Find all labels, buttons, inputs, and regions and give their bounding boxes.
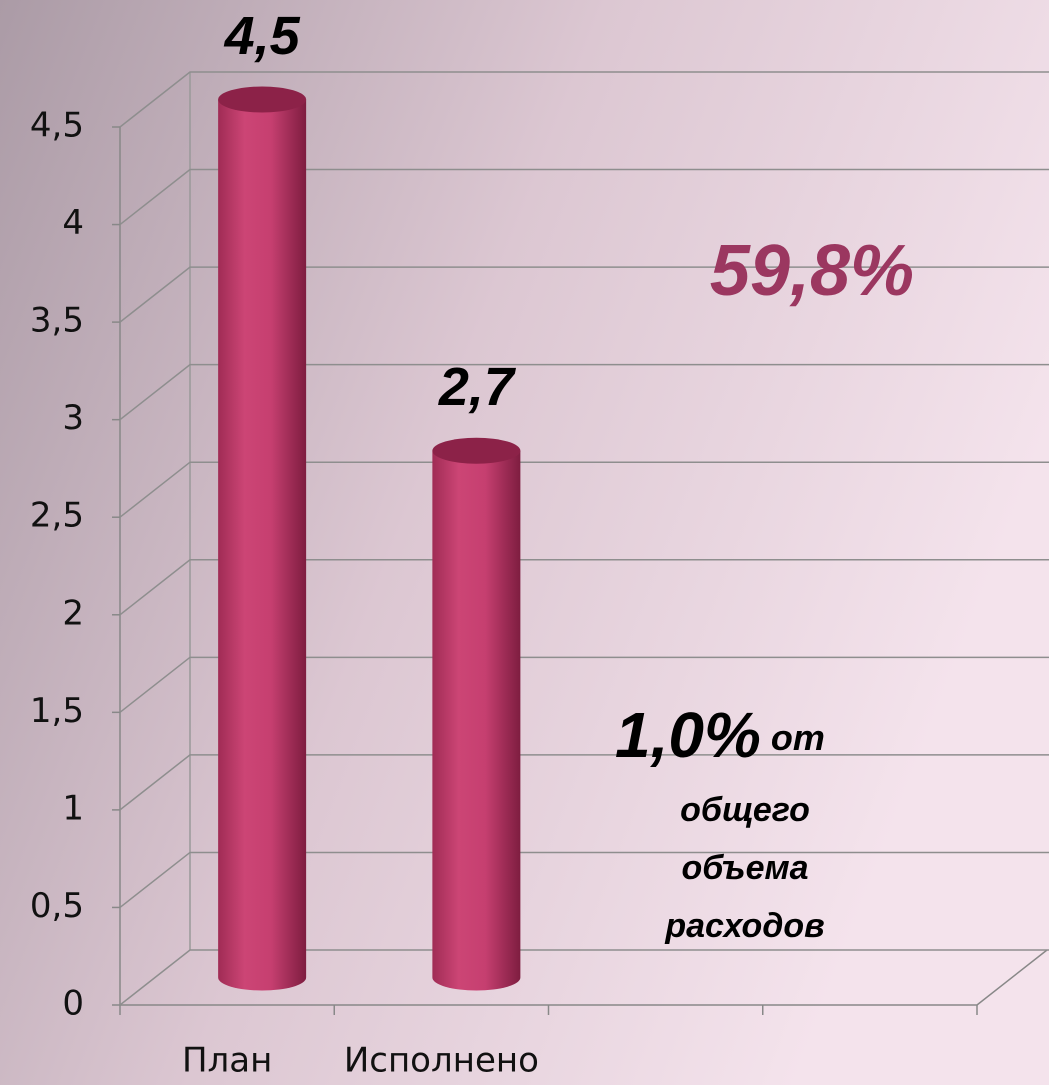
bar — [218, 86, 307, 991]
x-tick-label: Исполнено — [344, 1041, 539, 1081]
y-tick-label: 2,5 — [30, 496, 84, 536]
y-tick-label: 3 — [62, 398, 84, 438]
y-tick-label: 3,5 — [30, 301, 84, 341]
y-tick-label: 4,5 — [30, 106, 84, 146]
annotation-part: от — [771, 717, 825, 758]
grid-line — [119, 461, 1049, 518]
annotations: 59,8% 1,0% от общего объема расходов — [615, 231, 914, 945]
bar-body — [432, 450, 521, 991]
bar-body — [218, 99, 307, 991]
x-tick-label: План — [182, 1041, 272, 1081]
grid-line — [119, 168, 1049, 226]
y-tick-label: 4 — [62, 203, 84, 243]
bar — [432, 437, 521, 991]
annotation-part: 1,0% — [615, 699, 761, 771]
y-tick-label: 2 — [62, 593, 84, 633]
y-tick-label: 0,5 — [30, 886, 84, 926]
data-label: 2,7 — [438, 357, 517, 417]
y-tick-label: 0 — [62, 984, 84, 1024]
annotation: расходов — [664, 907, 824, 945]
grid-line — [119, 559, 1049, 616]
grid-line — [119, 656, 1049, 713]
bar-top — [218, 86, 307, 113]
annotation: 59,8% — [710, 231, 914, 311]
grid-line — [119, 754, 1049, 811]
grid-line — [119, 851, 1049, 909]
grid-line — [119, 266, 1049, 323]
y-tick-label: 1 — [62, 788, 84, 828]
y-tick-label: 1,5 — [30, 691, 84, 731]
grid-line — [119, 949, 1049, 1006]
data-label: 4,5 — [224, 6, 301, 66]
annotation: общего — [680, 791, 810, 829]
grid-line — [119, 363, 1049, 421]
annotation: 1,0% от — [615, 699, 825, 771]
grid-line — [119, 71, 1049, 128]
bar-top — [432, 437, 521, 464]
annotation: объема — [681, 849, 808, 887]
